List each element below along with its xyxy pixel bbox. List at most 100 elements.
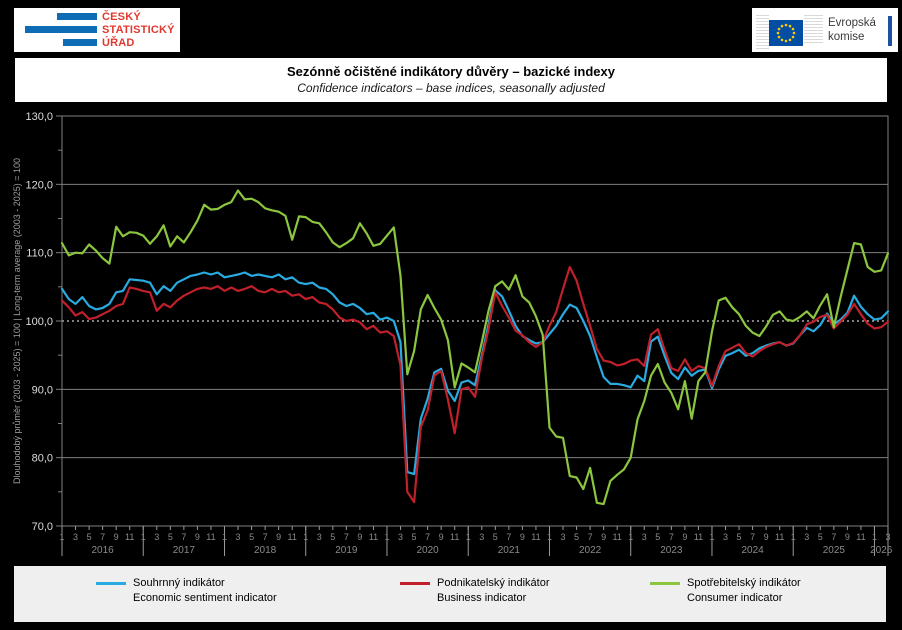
svg-text:5: 5 [493, 532, 498, 542]
svg-text:2025: 2025 [823, 545, 846, 556]
svg-text:11: 11 [450, 532, 459, 542]
svg-text:2017: 2017 [173, 545, 196, 556]
svg-text:5: 5 [330, 532, 335, 542]
svg-text:9: 9 [601, 532, 606, 542]
svg-text:9: 9 [520, 532, 525, 542]
svg-text:11: 11 [369, 532, 378, 542]
svg-text:7: 7 [588, 532, 593, 542]
svg-text:3: 3 [236, 532, 241, 542]
svg-text:1: 1 [466, 532, 471, 542]
svg-text:1: 1 [547, 532, 552, 542]
legend-item-consumer: Spotřebitelský indikátor Consumer indica… [650, 576, 801, 606]
svg-text:9: 9 [114, 532, 119, 542]
svg-text:2020: 2020 [416, 545, 439, 556]
business-line-swatch-icon [400, 582, 430, 585]
svg-text:2026: 2026 [870, 545, 893, 556]
ec-logo-text: Evropská komise [828, 16, 876, 44]
svg-text:2018: 2018 [254, 545, 277, 556]
legend-consumer-en: Consumer indicator [687, 592, 783, 604]
svg-text:80,0: 80,0 [32, 453, 53, 465]
csu-logo-line3: ÚŘAD [102, 37, 135, 49]
svg-text:5: 5 [87, 532, 92, 542]
svg-text:3: 3 [479, 532, 484, 542]
csu-logo-bar-icon [25, 26, 97, 33]
svg-text:9: 9 [845, 532, 850, 542]
svg-text:1: 1 [59, 532, 64, 542]
consumer-line-swatch-icon [650, 582, 680, 585]
svg-text:7: 7 [100, 532, 105, 542]
svg-text:1: 1 [791, 532, 796, 542]
svg-text:90,0: 90,0 [32, 384, 53, 396]
svg-text:3: 3 [804, 532, 809, 542]
svg-text:3: 3 [561, 532, 566, 542]
svg-text:9: 9 [764, 532, 769, 542]
svg-text:11: 11 [775, 532, 784, 542]
svg-text:2019: 2019 [335, 545, 358, 556]
svg-text:7: 7 [669, 532, 674, 542]
svg-text:3: 3 [642, 532, 647, 542]
svg-text:3: 3 [317, 532, 322, 542]
svg-text:7: 7 [750, 532, 755, 542]
svg-text:11: 11 [125, 532, 134, 542]
legend-item-esi: Souhrnný indikátor Economic sentiment in… [96, 576, 277, 606]
svg-text:9: 9 [195, 532, 200, 542]
svg-text:11: 11 [613, 532, 622, 542]
svg-text:3: 3 [723, 532, 728, 542]
eu-flag-icon [769, 20, 803, 46]
csu-logo-line1: ČESKÝ [102, 11, 141, 23]
svg-text:9: 9 [439, 532, 444, 542]
svg-text:70,0: 70,0 [32, 521, 53, 533]
svg-text:1: 1 [628, 532, 633, 542]
svg-text:1: 1 [709, 532, 714, 542]
legend-esi-cs: Souhrnný indikátor [133, 577, 225, 589]
chart-title-cs: Sezónně očištěné indikátory důvěry – baz… [286, 64, 615, 79]
svg-text:2024: 2024 [741, 545, 764, 556]
legend-business-cs: Podnikatelský indikátor [437, 577, 550, 589]
series-line-esi [60, 271, 890, 476]
svg-text:7: 7 [425, 532, 430, 542]
svg-text:3: 3 [154, 532, 159, 542]
svg-text:5: 5 [574, 532, 579, 542]
svg-text:11: 11 [206, 532, 215, 542]
svg-text:110,0: 110,0 [26, 248, 53, 260]
series-line-consumer [60, 189, 890, 506]
svg-text:100,0: 100,0 [25, 316, 53, 328]
svg-text:5: 5 [655, 532, 660, 542]
ec-building-stripes-icon [756, 15, 769, 49]
ec-building-stripes-icon [804, 15, 823, 45]
csu-logo-bar-icon [63, 39, 97, 46]
csu-logo: ČESKÝ STATISTICKÝ ÚŘAD [14, 8, 180, 52]
series-line-business [60, 265, 890, 504]
legend-business-en: Business indicator [437, 592, 527, 604]
european-commission-logo: Evropská komise [752, 8, 898, 52]
svg-text:2022: 2022 [579, 545, 602, 556]
svg-text:5: 5 [412, 532, 417, 542]
svg-text:11: 11 [694, 532, 703, 542]
svg-text:120,0: 120,0 [25, 179, 53, 191]
svg-text:1: 1 [222, 532, 227, 542]
svg-text:Dlouhodobý průměr (2003 - 2025: Dlouhodobý průměr (2003 - 2025) = 100 | … [12, 158, 22, 484]
csu-logo-text: ČESKÝ STATISTICKÝ ÚŘAD [102, 11, 175, 50]
svg-text:2021: 2021 [498, 545, 521, 556]
chart-title-box: Sezónně očištěné indikátory důvěry – baz… [14, 57, 888, 103]
legend-item-business: Podnikatelský indikátor Business indicat… [400, 576, 550, 606]
svg-text:5: 5 [168, 532, 173, 542]
svg-text:130,0: 130,0 [25, 111, 53, 123]
chart-title-en: Confidence indicators – base indices, se… [297, 81, 605, 95]
svg-text:3: 3 [73, 532, 78, 542]
ec-logo-line2: komise [828, 31, 865, 43]
svg-text:5: 5 [737, 532, 742, 542]
svg-text:9: 9 [276, 532, 281, 542]
svg-text:1: 1 [872, 532, 877, 542]
svg-text:1: 1 [141, 532, 146, 542]
ec-logo-blue-bar [888, 16, 892, 46]
ec-logo-line1: Evropská [828, 17, 876, 29]
svg-text:7: 7 [344, 532, 349, 542]
svg-text:5: 5 [818, 532, 823, 542]
chart-legend: Souhrnný indikátor Economic sentiment in… [14, 566, 886, 622]
svg-text:11: 11 [531, 532, 540, 542]
esi-line-swatch-icon [96, 582, 126, 585]
svg-text:9: 9 [357, 532, 362, 542]
